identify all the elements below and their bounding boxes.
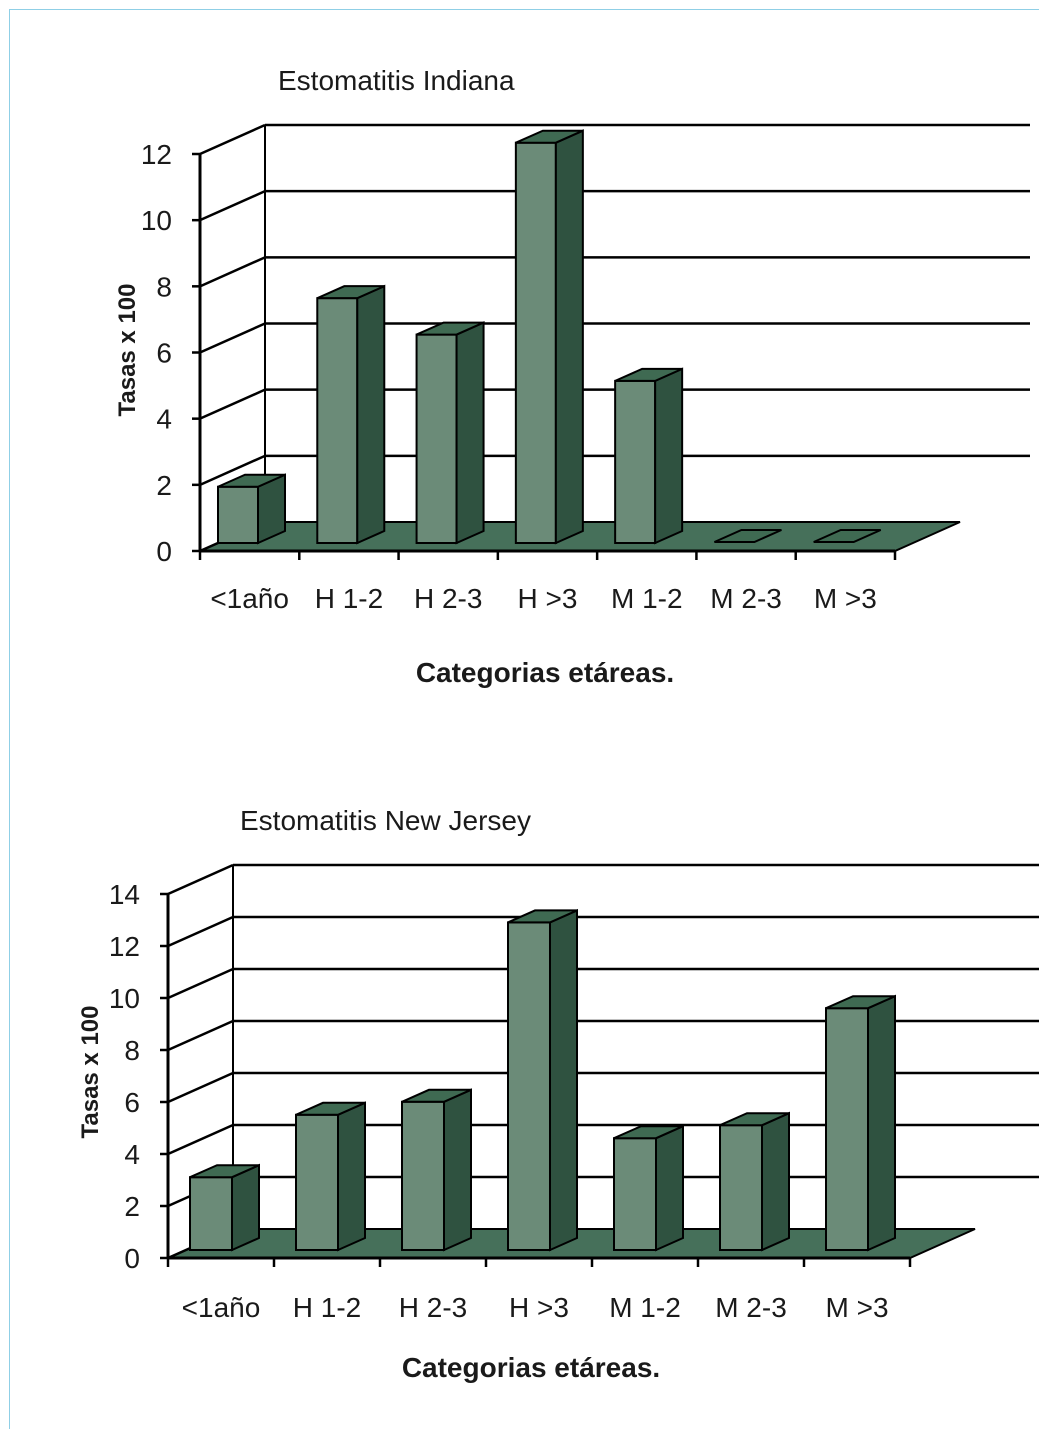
bar-front bbox=[189, 1176, 233, 1252]
depth-line bbox=[199, 256, 266, 288]
depth-line bbox=[199, 123, 266, 156]
bar-front bbox=[514, 141, 557, 544]
x-category-label: M 2-3 bbox=[710, 583, 782, 614]
bar-top bbox=[719, 1112, 790, 1127]
y-tick-label: 12 bbox=[109, 931, 140, 962]
bar-front bbox=[507, 921, 551, 1251]
bar-front bbox=[613, 1137, 657, 1252]
y-tick-label: 10 bbox=[141, 205, 172, 236]
chart-title: Estomatitis Indiana bbox=[278, 65, 515, 96]
depth-line bbox=[199, 322, 266, 354]
bar-front bbox=[719, 1124, 763, 1252]
bar-top bbox=[614, 367, 683, 382]
x-category-label: M 1-2 bbox=[611, 583, 683, 614]
y-tick-label: 0 bbox=[156, 536, 172, 567]
bar-top bbox=[515, 129, 584, 144]
bar-front bbox=[415, 333, 458, 545]
x-category-label: H >3 bbox=[518, 583, 578, 614]
y-tick-label: 8 bbox=[124, 1035, 140, 1066]
x-category-label: M >3 bbox=[814, 583, 877, 614]
depth-line bbox=[199, 388, 266, 420]
bar-front bbox=[295, 1113, 339, 1251]
bar-side bbox=[867, 994, 896, 1252]
y-tick-label: 4 bbox=[124, 1139, 140, 1170]
bar-side bbox=[455, 321, 485, 545]
depth-line bbox=[167, 1123, 234, 1156]
bar-top bbox=[507, 909, 578, 924]
x-category-label: <1año bbox=[210, 583, 289, 614]
bar-top bbox=[189, 1164, 260, 1179]
x-axis-label: Categorias etáreas. bbox=[402, 1352, 660, 1383]
depth-line bbox=[167, 863, 234, 896]
y-tick-label: 0 bbox=[124, 1243, 140, 1274]
x-category-label: H >3 bbox=[509, 1292, 569, 1323]
depth-line bbox=[167, 967, 234, 1000]
depth-line bbox=[167, 1019, 234, 1052]
x-category-label: H 1-2 bbox=[315, 583, 383, 614]
bar-front bbox=[316, 297, 359, 544]
y-tick-label: 2 bbox=[124, 1191, 140, 1222]
y-tick-label: 6 bbox=[124, 1087, 140, 1118]
y-tick-label: 6 bbox=[156, 338, 172, 369]
bar-front bbox=[217, 485, 259, 544]
x-category-label: M 1-2 bbox=[609, 1292, 681, 1323]
y-tick-label: 4 bbox=[156, 404, 172, 435]
y-axis-label: Tasas x 100 bbox=[114, 284, 141, 417]
bar-top bbox=[813, 529, 882, 543]
bar-front bbox=[825, 1007, 869, 1252]
bar-top bbox=[401, 1088, 472, 1103]
bar-top bbox=[295, 1101, 366, 1116]
y-axis-label: Tasas x 100 bbox=[77, 1006, 104, 1139]
bar-top bbox=[217, 473, 286, 488]
x-category-label: <1año bbox=[182, 1292, 261, 1323]
chart-title: Estomatitis New Jersey bbox=[240, 805, 531, 836]
y-tick-label: 8 bbox=[156, 271, 172, 302]
y-tick-label: 14 bbox=[109, 879, 140, 910]
y-tick-label: 2 bbox=[156, 470, 172, 501]
bar-top bbox=[416, 321, 484, 336]
bar-front bbox=[614, 379, 657, 544]
x-category-label: H 1-2 bbox=[293, 1292, 361, 1323]
bar-top bbox=[613, 1125, 684, 1140]
depth-line bbox=[199, 190, 266, 222]
chart-estomatitis-new-jersey: 0 2 4 6 8 10 12 14 <1año H 1-2 H 2-3 H >3 M 1-2 M 2-3… bbox=[77, 805, 1039, 1383]
chart-estomatitis-indiana: 0 2 4 6 8 10 12 <1año H 1-2 H 2-3 H >3 M 1-2 M 2-3 M … bbox=[114, 65, 1030, 688]
bar-side bbox=[654, 367, 684, 545]
bar-side bbox=[231, 1163, 260, 1252]
figure-frame bbox=[9, 9, 1039, 1429]
depth-line bbox=[199, 454, 266, 486]
bar-side bbox=[443, 1088, 472, 1252]
depth-line bbox=[167, 1071, 234, 1104]
bar-top bbox=[714, 529, 782, 543]
bar-side bbox=[549, 908, 578, 1252]
bar-side bbox=[655, 1124, 684, 1252]
depth-line bbox=[167, 915, 234, 948]
bar-side bbox=[554, 129, 584, 545]
bar-side bbox=[337, 1101, 366, 1252]
bar-side bbox=[356, 284, 386, 545]
bar-front bbox=[401, 1100, 445, 1251]
bar-top bbox=[825, 995, 896, 1010]
y-tick-label: 12 bbox=[141, 139, 172, 170]
bar-side bbox=[761, 1111, 790, 1252]
x-category-label: M 2-3 bbox=[715, 1292, 787, 1323]
x-category-label: M >3 bbox=[825, 1292, 888, 1323]
x-category-label: H 2-3 bbox=[414, 583, 482, 614]
y-tick-label: 10 bbox=[109, 983, 140, 1014]
x-axis-label: Categorias etáreas. bbox=[416, 657, 674, 688]
bar-top bbox=[316, 285, 385, 300]
x-category-label: H 2-3 bbox=[399, 1292, 467, 1323]
